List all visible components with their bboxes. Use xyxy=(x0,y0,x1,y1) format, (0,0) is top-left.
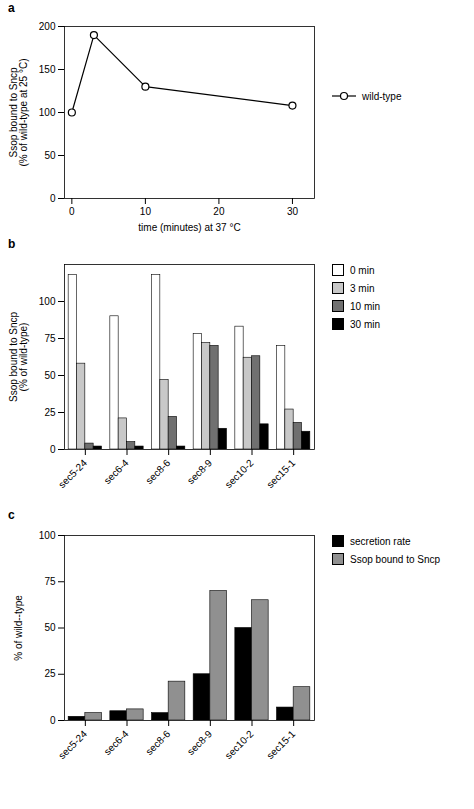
svg-text:0: 0 xyxy=(69,206,75,217)
svg-text:20: 20 xyxy=(213,206,225,217)
svg-text:100: 100 xyxy=(39,530,56,541)
svg-text:sec5-24: sec5-24 xyxy=(56,728,89,761)
html-text:0 min: 0 min xyxy=(350,264,375,276)
svg-text:time (minutes) at 37 °C: time (minutes) at 37 °C xyxy=(138,222,240,233)
svg-text:30: 30 xyxy=(287,206,299,217)
html-text:Ssop bound to Sncp: Ssop bound to Sncp xyxy=(350,553,441,565)
html-text:3 min: 3 min xyxy=(350,282,375,294)
svg-text:sec8-6: sec8-6 xyxy=(143,457,172,486)
svg-text:50: 50 xyxy=(44,622,56,633)
svg-text:25: 25 xyxy=(44,407,56,418)
svg-text:sec6-4: sec6-4 xyxy=(102,728,131,757)
svg-text:50: 50 xyxy=(44,370,56,381)
svg-text:sec15-1: sec15-1 xyxy=(264,728,297,761)
svg-text:25: 25 xyxy=(44,668,56,679)
html-text:wild-type: wild-type xyxy=(362,90,402,102)
svg-text:0: 0 xyxy=(50,715,56,726)
svg-text:50: 50 xyxy=(44,150,56,161)
svg-text:100: 100 xyxy=(39,296,56,307)
svg-text:75: 75 xyxy=(44,576,56,587)
svg-text:10: 10 xyxy=(140,206,152,217)
svg-text:0: 0 xyxy=(50,193,56,204)
svg-text:sec15-1: sec15-1 xyxy=(264,457,297,490)
svg-text:sec6-4: sec6-4 xyxy=(102,457,131,486)
svg-text:sec10-2: sec10-2 xyxy=(223,457,256,490)
svg-text:150: 150 xyxy=(39,64,56,75)
svg-text:sec10-2: sec10-2 xyxy=(223,728,256,761)
svg-text:Ssop bound to Sncp(% of wild-t: Ssop bound to Sncp(% of wild-type at 25 … xyxy=(8,59,29,167)
svg-text:0: 0 xyxy=(50,444,56,455)
svg-text:100: 100 xyxy=(39,107,56,118)
svg-text:sec8-9: sec8-9 xyxy=(185,457,214,486)
svg-text:% of wild--type: % of wild--type xyxy=(13,595,24,661)
html-text:a: a xyxy=(8,1,15,15)
html-text:30 min: 30 min xyxy=(350,318,380,330)
svg-text:sec8-6: sec8-6 xyxy=(143,728,172,757)
html-text:b: b xyxy=(8,237,16,251)
svg-text:Ssop bound to Sncp(% of wild-t: Ssop bound to Sncp(% of wild-type) xyxy=(8,312,29,403)
html-text:c: c xyxy=(8,508,15,522)
svg-text:200: 200 xyxy=(39,21,56,32)
svg-text:75: 75 xyxy=(44,333,56,344)
html-text:secretion rate: secretion rate xyxy=(350,535,411,547)
html-text:10 min: 10 min xyxy=(350,300,380,312)
svg-text:sec8-9: sec8-9 xyxy=(185,728,214,757)
svg-text:sec5-24: sec5-24 xyxy=(56,457,89,490)
